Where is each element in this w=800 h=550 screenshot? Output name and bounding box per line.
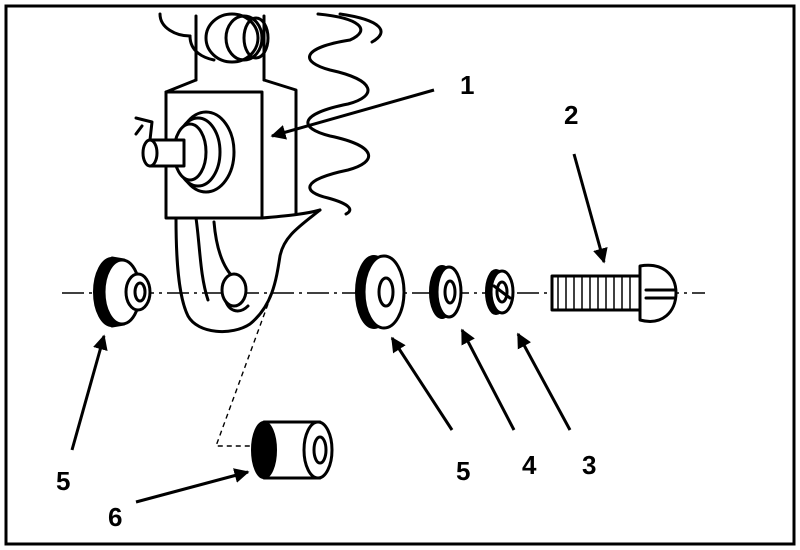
leader-arrow-4 [460,328,516,431]
linkage-bracket [134,12,322,334]
label-3: 3 [582,450,596,480]
label-4: 4 [522,450,537,480]
label-5-left: 5 [56,466,70,496]
leader-arrow-1 [270,88,435,140]
coil-spring [306,12,383,216]
bushing-6 [251,420,334,480]
leader-arrow-5a [70,334,108,451]
label-5-middle: 5 [456,456,470,486]
leader-arrow-2 [572,153,608,264]
label-2: 2 [564,100,578,130]
washer-5-middle [355,254,406,330]
leader-arrow-3 [516,332,572,431]
screw-2 [550,263,678,323]
diagram-frame [4,4,796,546]
label-1: 1 [460,70,474,100]
label-6: 6 [108,502,122,532]
leader-arrow-6 [135,468,250,504]
washer-5-left [93,256,152,328]
flat-washer-4 [429,265,463,319]
leader-arrow-5b [390,336,454,431]
lock-washer-3 [485,269,515,315]
